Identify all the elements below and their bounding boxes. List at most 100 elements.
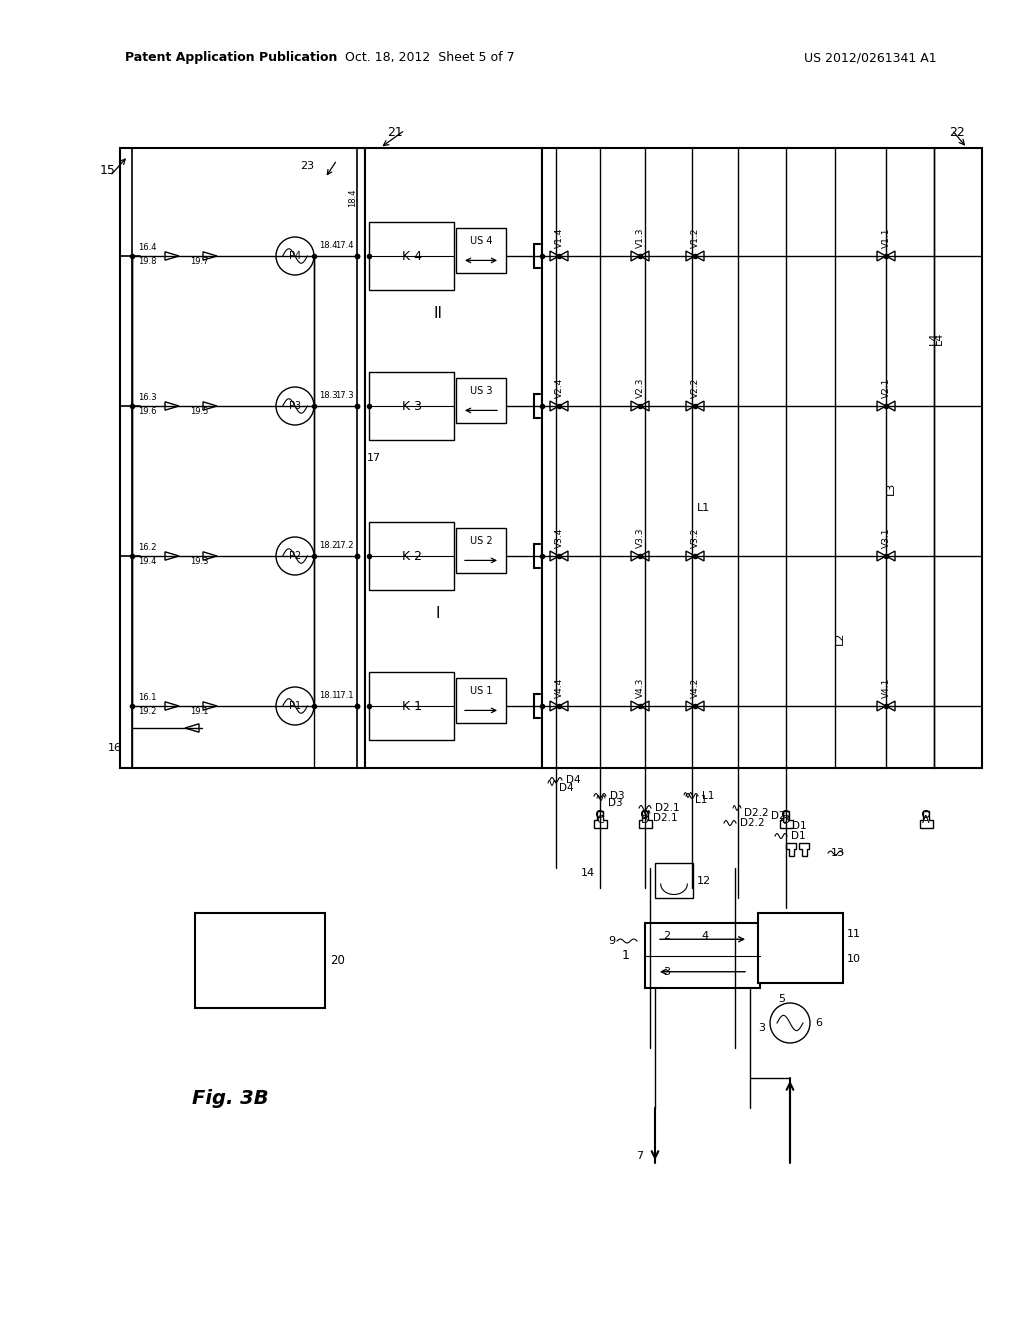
Text: 18.4: 18.4 xyxy=(348,189,357,207)
Text: Patent Application Publication: Patent Application Publication xyxy=(125,51,337,65)
Polygon shape xyxy=(799,843,809,855)
Text: P3: P3 xyxy=(289,401,301,411)
Text: 19.5: 19.5 xyxy=(190,407,208,416)
Text: Oct. 18, 2012  Sheet 5 of 7: Oct. 18, 2012 Sheet 5 of 7 xyxy=(345,51,515,65)
Text: 4: 4 xyxy=(701,931,709,941)
Text: 18.3: 18.3 xyxy=(319,392,338,400)
Polygon shape xyxy=(631,701,640,711)
Text: D: D xyxy=(781,814,791,825)
Bar xyxy=(456,528,506,573)
Text: P1: P1 xyxy=(289,701,301,711)
Polygon shape xyxy=(695,401,705,411)
Text: K 4: K 4 xyxy=(401,249,422,263)
Polygon shape xyxy=(640,401,649,411)
Text: L1: L1 xyxy=(697,503,711,513)
Text: V3.1: V3.1 xyxy=(882,528,891,548)
Text: 19.2: 19.2 xyxy=(138,708,157,717)
Polygon shape xyxy=(559,251,568,261)
Text: 3: 3 xyxy=(664,966,671,977)
Text: US 2012/0261341 A1: US 2012/0261341 A1 xyxy=(804,51,936,65)
Text: V2.1: V2.1 xyxy=(882,378,891,399)
Text: V1.1: V1.1 xyxy=(882,228,891,248)
Text: 11: 11 xyxy=(847,929,861,939)
Polygon shape xyxy=(559,550,568,561)
Polygon shape xyxy=(640,701,649,711)
Polygon shape xyxy=(886,401,895,411)
Text: II: II xyxy=(433,305,442,321)
Polygon shape xyxy=(877,701,886,711)
Text: 23: 23 xyxy=(300,161,314,172)
Bar xyxy=(365,148,542,768)
Polygon shape xyxy=(203,552,217,560)
Text: 16.1: 16.1 xyxy=(138,693,157,702)
Polygon shape xyxy=(550,251,559,261)
Polygon shape xyxy=(203,252,217,260)
Polygon shape xyxy=(686,701,695,711)
Polygon shape xyxy=(559,701,568,711)
Text: 17.2: 17.2 xyxy=(335,541,353,550)
Text: L4: L4 xyxy=(929,331,939,345)
Bar xyxy=(456,378,506,422)
Text: C: C xyxy=(596,814,604,825)
Polygon shape xyxy=(550,550,559,561)
Text: L2: L2 xyxy=(835,631,845,644)
Bar xyxy=(542,148,982,768)
Text: 6: 6 xyxy=(815,1018,822,1028)
Polygon shape xyxy=(886,251,895,261)
Bar xyxy=(195,913,325,1008)
Text: D2: D2 xyxy=(771,810,785,821)
Polygon shape xyxy=(886,701,895,711)
Text: 10: 10 xyxy=(847,953,861,964)
Text: D3: D3 xyxy=(608,799,623,808)
Text: V2.4: V2.4 xyxy=(555,378,563,399)
Text: V1.4: V1.4 xyxy=(555,228,563,248)
Text: D2.1: D2.1 xyxy=(655,803,680,813)
Text: D2.2: D2.2 xyxy=(740,818,765,828)
Text: 18.4: 18.4 xyxy=(319,242,338,251)
Text: V2.2: V2.2 xyxy=(690,378,699,399)
Text: 19.6: 19.6 xyxy=(138,408,157,417)
Text: V1.3: V1.3 xyxy=(636,228,644,248)
Text: 13: 13 xyxy=(831,847,845,858)
Text: 15: 15 xyxy=(100,164,116,177)
Text: 2: 2 xyxy=(664,931,671,941)
Polygon shape xyxy=(695,701,705,711)
Text: 19.7: 19.7 xyxy=(190,256,209,265)
Text: I: I xyxy=(436,606,440,620)
Polygon shape xyxy=(203,702,217,710)
Text: K 3: K 3 xyxy=(401,400,422,412)
Polygon shape xyxy=(640,550,649,561)
Text: D1: D1 xyxy=(792,821,807,832)
Text: 7: 7 xyxy=(637,1151,643,1162)
Text: US 3: US 3 xyxy=(470,387,493,396)
Text: D3: D3 xyxy=(610,791,625,801)
Text: 18.2: 18.2 xyxy=(319,541,338,550)
Polygon shape xyxy=(695,550,705,561)
Text: 19.4: 19.4 xyxy=(138,557,157,566)
Polygon shape xyxy=(877,401,886,411)
Polygon shape xyxy=(165,252,179,260)
Text: K 2: K 2 xyxy=(401,549,422,562)
Bar xyxy=(655,863,693,898)
Polygon shape xyxy=(594,810,606,828)
Polygon shape xyxy=(185,723,199,733)
Polygon shape xyxy=(165,702,179,710)
Polygon shape xyxy=(886,550,895,561)
Text: D1: D1 xyxy=(791,832,806,841)
Bar xyxy=(456,678,506,723)
Polygon shape xyxy=(639,810,651,828)
Text: 16.4: 16.4 xyxy=(138,243,157,252)
Polygon shape xyxy=(686,251,695,261)
Bar xyxy=(645,923,760,987)
Polygon shape xyxy=(877,251,886,261)
Text: 18.1: 18.1 xyxy=(319,692,338,701)
Polygon shape xyxy=(165,552,179,560)
Polygon shape xyxy=(686,550,695,561)
Text: V3.3: V3.3 xyxy=(636,528,644,548)
Text: 1: 1 xyxy=(623,949,630,962)
Text: L4: L4 xyxy=(934,331,944,345)
Bar xyxy=(120,148,365,768)
Text: 17: 17 xyxy=(367,453,381,463)
Polygon shape xyxy=(920,810,933,828)
Text: D2.2: D2.2 xyxy=(744,808,769,818)
